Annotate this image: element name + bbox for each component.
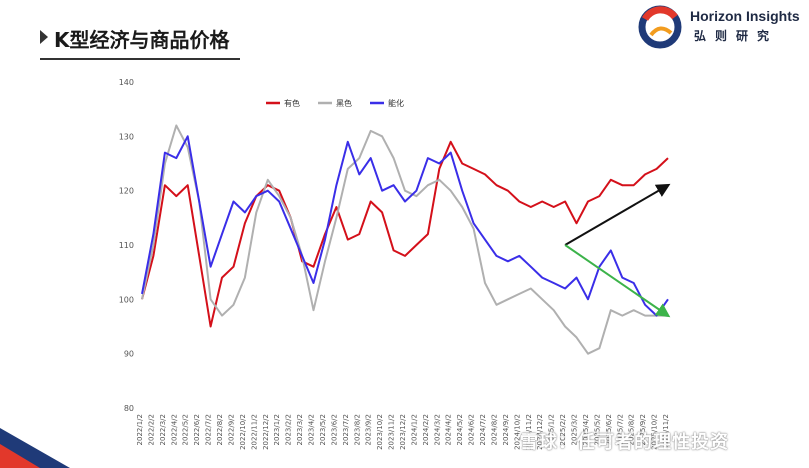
y-tick-label: 100 [119,295,134,304]
chart-area: 80 90 100 110 120 130 140 2022/1/2 2022/2/2 2022/… [86,66,706,468]
y-tick-label: 130 [119,132,134,141]
x-tick-label: 2023/12/2 [399,414,407,450]
x-tick-label: 2024/3/2 [433,414,441,445]
series-line-2 [141,124,668,355]
x-tick-label: 2023/3/2 [296,414,304,445]
x-tick-label: 2024/12/2 [536,414,544,450]
x-tick-label: 2025/11/2 [662,414,670,450]
trend-arrow-up [564,183,671,246]
x-tick-label: 2023/6/2 [330,414,338,445]
x-tick-label: 2022/6/2 [193,414,201,445]
page-title: K型经济与商品价格 [54,28,230,52]
x-tick-label: 2023/10/2 [376,414,384,450]
x-tick-label: 2024/10/2 [513,414,521,450]
x-tick-label: 2022/9/2 [227,414,235,445]
x-tick-label: 2022/2/2 [147,414,155,445]
x-tick-label: 2025/3/2 [571,414,579,445]
x-tick-label: 2024/4/2 [445,414,453,445]
y-tick-label: 110 [119,241,134,250]
y-tick-label: 120 [119,187,134,196]
x-tick-label: 2022/12/2 [262,414,270,450]
x-tick-label: 2022/11/2 [250,414,258,450]
x-tick-label: 2025/4/2 [582,414,590,445]
legend-label: 黑色 [336,98,352,108]
x-tick-label: 2022/7/2 [205,414,213,445]
x-tick-label: 2023/5/2 [319,414,327,445]
x-tick-label: 2025/6/2 [605,414,613,445]
x-tick-label: 2024/9/2 [502,414,510,445]
x-tick-label: 2025/10/2 [651,414,659,450]
x-tick-label: 2025/5/2 [593,414,601,445]
corner-decoration [0,428,70,468]
x-tick-label: 2024/6/2 [468,414,476,445]
y-tick-label: 90 [124,350,134,359]
x-tick-label: 2022/4/2 [170,414,178,445]
trend-arrow-down [564,244,671,318]
legend-label: 能化 [388,98,404,108]
x-tick-label: 2025/8/2 [628,414,636,445]
x-tick-label: 2025/9/2 [639,414,647,445]
x-tick-label: 2025/1/2 [548,414,556,445]
x-tick-label: 2023/7/2 [342,414,350,445]
x-tick-label: 2023/4/2 [308,414,316,445]
header-divider [40,58,240,60]
y-tick-label: 80 [124,404,134,413]
brand-name-cn: 弘则研究 [694,29,779,43]
x-tick-label: 2022/8/2 [216,414,224,445]
x-tick-label: 2024/11/2 [525,414,533,450]
x-tick-label: 2022/5/2 [182,414,190,445]
y-tick-label: 140 [119,78,134,87]
x-tick-label: 2025/2/2 [559,414,567,445]
x-tick-label: 2022/1/2 [136,414,144,445]
x-tick-label: 2024/5/2 [456,414,464,445]
x-tick-label: 2023/8/2 [353,414,361,445]
x-tick-label: 2024/8/2 [490,414,498,445]
x-tick-label: 2023/11/2 [388,414,396,450]
brand-name-en: Horizon Insights [690,8,800,24]
title-marker-icon [40,30,48,44]
x-tick-label: 2025/7/2 [616,414,624,445]
x-tick-label: 2023/1/2 [273,414,281,445]
x-tick-label: 2024/1/2 [410,414,418,445]
series-line-1 [141,140,669,328]
x-tick-label: 2023/2/2 [285,414,293,445]
horizon-logo-icon [638,5,682,49]
x-tick-label: 2022/3/2 [159,414,167,445]
watermark: 雪球：任可者的理性投资 [520,432,729,453]
line-chart: 80 90 100 110 120 130 140 2022/1/2 2022/2/2 2022/… [119,78,671,450]
x-tick-label: 2024/7/2 [479,414,487,445]
x-tick-label: 2023/9/2 [365,414,373,445]
x-tick-label: 2022/10/2 [239,414,247,450]
x-tick-label: 2024/2/2 [422,414,430,445]
legend-label: 有色 [284,98,300,108]
series-line-3 [141,135,669,317]
